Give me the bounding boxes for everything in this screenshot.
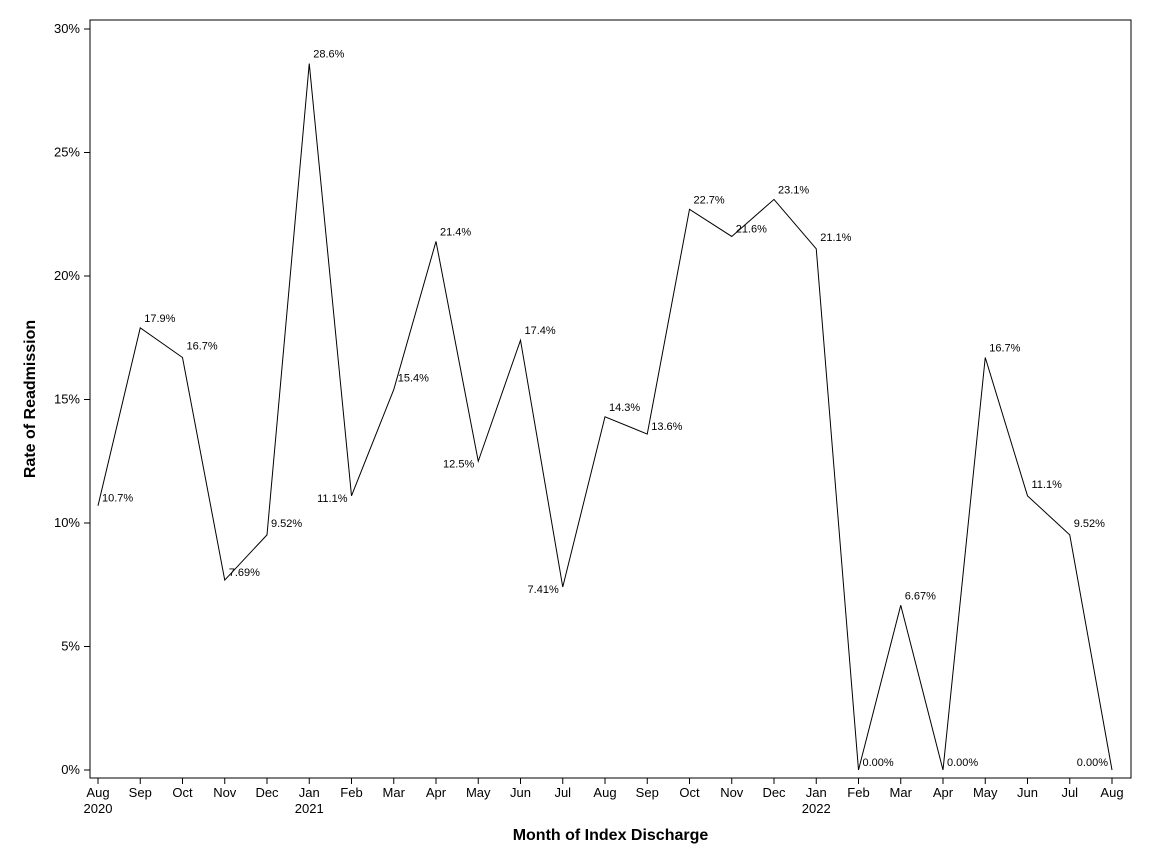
x-tick-label: Aug	[86, 785, 109, 800]
data-label: 28.6%	[313, 49, 344, 61]
data-label: 0.00%	[947, 757, 978, 769]
plot-frame	[89, 19, 1132, 779]
y-tick-label: 30%	[54, 21, 80, 36]
data-label: 23.1%	[778, 184, 809, 196]
y-tick-label: 10%	[54, 515, 80, 530]
x-tick-label: Sep	[636, 785, 659, 800]
x-tick-label: Apr	[933, 785, 954, 800]
data-label: 11.1%	[1032, 479, 1063, 491]
data-label: 21.6%	[736, 223, 767, 235]
series-line	[97, 63, 1113, 771]
y-tick-label: 25%	[54, 145, 80, 160]
x-tick-label: Aug	[1100, 785, 1123, 800]
data-label: 10.7%	[102, 493, 133, 505]
x-tick-label: Oct	[679, 785, 700, 800]
x-tick-label: Jun	[510, 785, 531, 800]
data-label: 11.1%	[317, 493, 348, 505]
x-tick-label: Dec	[255, 785, 279, 800]
x-tick-label: Sep	[129, 785, 152, 800]
x-tick-label: Jan	[806, 785, 827, 800]
y-axis: 0% 5% 10% 15% 20% 25% 30%	[54, 21, 90, 777]
data-label: 12.5%	[443, 458, 474, 470]
x-tick-label: Nov	[720, 785, 744, 800]
data-label: 9.52%	[1074, 518, 1105, 530]
data-label: 21.1%	[820, 232, 851, 244]
data-label: 22.7%	[694, 194, 725, 206]
x-tick-label: Oct	[172, 785, 193, 800]
x-tick-label: Jan	[299, 785, 320, 800]
x-tick-label: Feb	[340, 785, 362, 800]
data-label: 9.52%	[271, 518, 302, 530]
data-label: 0.00%	[1077, 757, 1108, 769]
x-tick-label: Jul	[554, 785, 571, 800]
x-tick-label: Aug	[593, 785, 616, 800]
x-axis-title: Month of Index Discharge	[513, 827, 709, 844]
data-label: 15.4%	[398, 373, 429, 385]
x-tick-label: Mar	[890, 785, 913, 800]
data-label: 16.7%	[989, 343, 1020, 355]
y-tick-label: 15%	[54, 392, 80, 407]
x-tick-label: May	[973, 785, 998, 800]
data-label: 7.41%	[528, 584, 559, 596]
x-tick-label: Dec	[762, 785, 786, 800]
x-tick-label: Feb	[847, 785, 869, 800]
data-label: 13.6%	[651, 421, 682, 433]
data-label: 16.7%	[187, 341, 218, 353]
data-label: 21.4%	[440, 226, 471, 238]
x-tick-label: Apr	[426, 785, 447, 800]
data-label: 14.3%	[609, 402, 640, 414]
data-label: 17.9%	[144, 313, 175, 325]
data-label: 17.4%	[525, 325, 556, 337]
x-tick-year-label: 2021	[295, 801, 324, 816]
x-tick-year-label: 2022	[802, 801, 831, 816]
x-tick-label: Jul	[1061, 785, 1078, 800]
y-tick-label: 5%	[61, 639, 80, 654]
y-tick-label: 0%	[61, 762, 80, 777]
x-tick-label: Mar	[383, 785, 406, 800]
data-label: 7.69%	[229, 567, 260, 579]
data-label: 6.67%	[905, 590, 936, 602]
x-tick-label: Nov	[213, 785, 237, 800]
y-tick-label: 20%	[54, 268, 80, 283]
x-tick-year-label: 2020	[84, 801, 113, 816]
data-label: 0.00%	[863, 757, 894, 769]
data-labels: 10.7% 17.9% 16.7% 7.69% 9.52% 28.6% 11.1% 15.4%…	[102, 49, 1108, 769]
y-axis-title: Rate of Readmission	[22, 320, 39, 478]
x-tick-label: May	[466, 785, 491, 800]
x-tick-label: Jun	[1017, 785, 1038, 800]
